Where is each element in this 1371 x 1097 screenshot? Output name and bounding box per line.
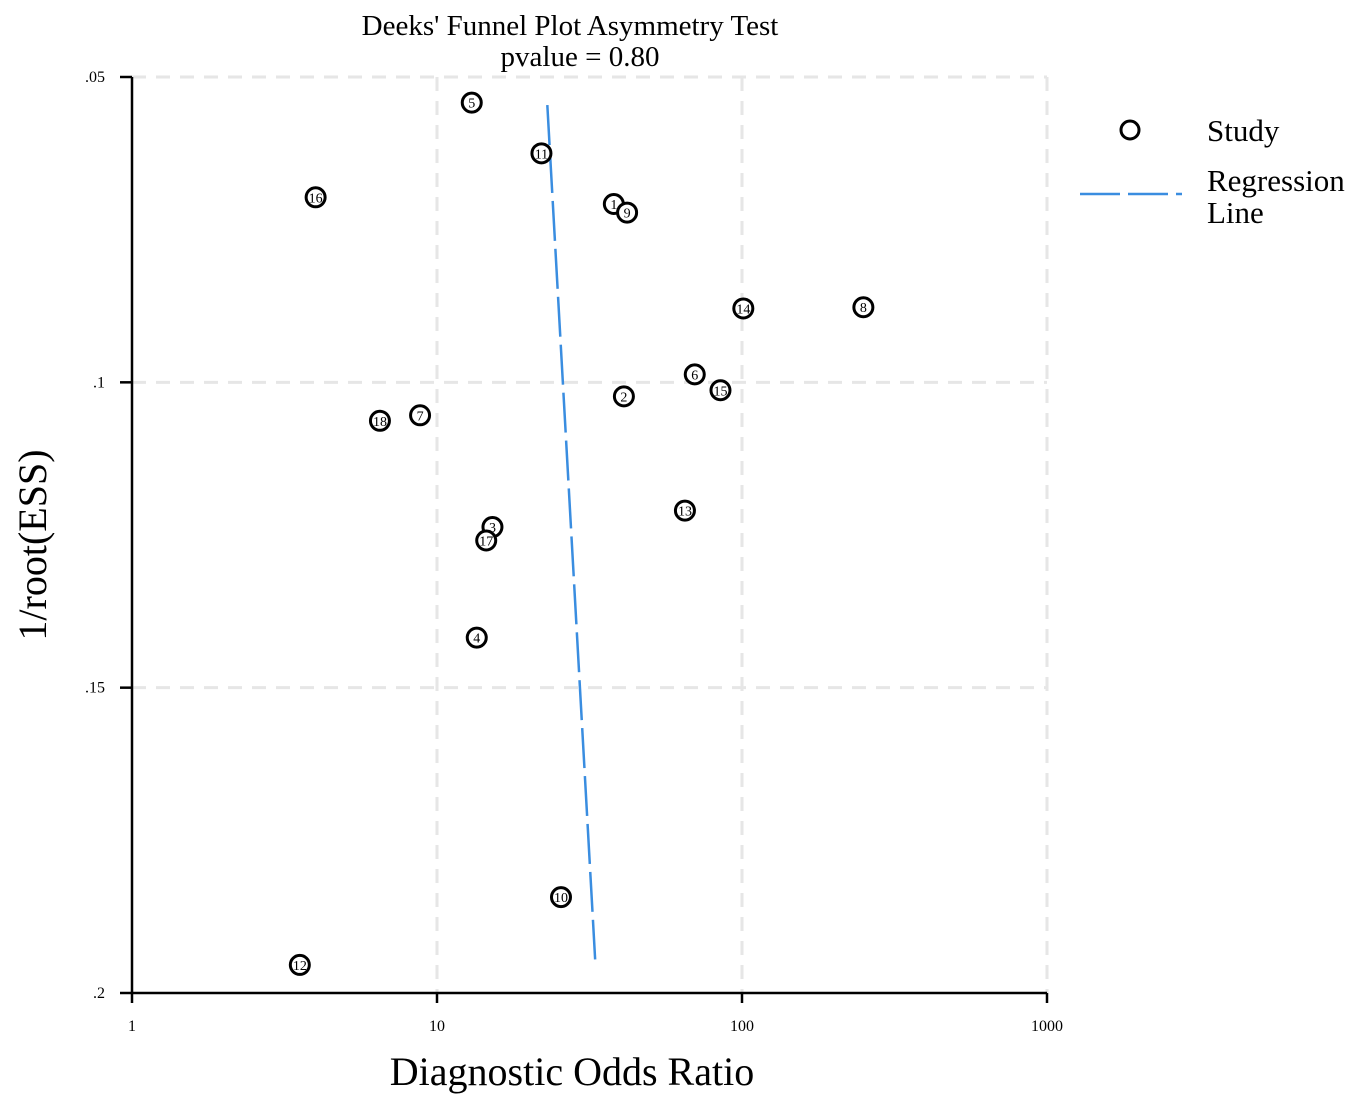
study-point-marker bbox=[409, 404, 432, 427]
study-point-marker bbox=[368, 409, 391, 432]
x-tick-label: 1000 bbox=[1031, 1018, 1063, 1035]
study-point-marker bbox=[288, 953, 311, 976]
study-point-marker bbox=[732, 297, 755, 320]
x-tick-label: 100 bbox=[730, 1018, 754, 1035]
study-point-marker bbox=[852, 296, 875, 319]
study-point-marker bbox=[549, 886, 572, 909]
circle-marker-icon bbox=[1119, 119, 1141, 141]
chart-subtitle: pvalue = 0.80 bbox=[501, 41, 660, 73]
study-point-label: 14 bbox=[736, 302, 750, 317]
y-tick-label: .1 bbox=[93, 374, 105, 391]
study-point-label: 12 bbox=[293, 959, 307, 974]
study-point-label: 15 bbox=[713, 384, 727, 399]
grid-lines bbox=[132, 75, 1049, 993]
study-point-label: 3 bbox=[489, 521, 496, 536]
study-point-label: 1 bbox=[610, 198, 617, 213]
y-tick-label: .15 bbox=[85, 680, 105, 697]
study-point-marker bbox=[530, 142, 553, 165]
study-point-label: 17 bbox=[479, 534, 493, 549]
study-point-marker bbox=[304, 186, 327, 209]
study-point-marker bbox=[465, 626, 488, 649]
y-axis-label: 1/root(ESS) bbox=[10, 449, 55, 640]
study-point-marker bbox=[683, 363, 706, 386]
x-axis-ticks: 1 10 100 1000 bbox=[128, 993, 1063, 1035]
legend-study-label: Study bbox=[1207, 113, 1280, 148]
legend: Study Regression Line bbox=[1080, 113, 1353, 230]
study-point-label: 18 bbox=[373, 415, 387, 430]
study-point-label: 2 bbox=[620, 390, 627, 405]
study-point-marker bbox=[616, 201, 639, 224]
axes bbox=[130, 77, 1047, 995]
study-point-label: 7 bbox=[417, 409, 424, 424]
study-point-marker bbox=[709, 379, 732, 402]
study-point-label: 16 bbox=[309, 191, 323, 206]
study-point-label: 10 bbox=[554, 891, 568, 906]
study-point-label: 9 bbox=[624, 207, 631, 222]
study-point-marker bbox=[460, 91, 483, 114]
x-tick-label: 1 bbox=[128, 1018, 136, 1035]
study-point-label: 8 bbox=[860, 301, 867, 316]
study-point-label: 4 bbox=[473, 632, 480, 647]
study-point-marker bbox=[475, 529, 498, 552]
x-tick-label: 10 bbox=[429, 1018, 445, 1035]
regression-line-group bbox=[546, 105, 597, 960]
study-point-label: 13 bbox=[678, 505, 692, 520]
study-point-label: 11 bbox=[535, 147, 548, 162]
study-point-label: 6 bbox=[691, 368, 698, 383]
study-point-marker bbox=[612, 385, 635, 408]
study-point-marker bbox=[673, 499, 696, 522]
y-tick-label: .05 bbox=[85, 69, 105, 86]
y-axis-ticks: .05 .1 .15 .2 bbox=[85, 69, 132, 1002]
legend-regression-line1: Regression bbox=[1207, 163, 1345, 198]
regression-line bbox=[546, 105, 597, 960]
legend-regression-label: Regression Line bbox=[1207, 163, 1353, 230]
legend-regression-line2: Line bbox=[1207, 195, 1264, 230]
y-tick-label: .2 bbox=[93, 985, 105, 1002]
chart-title: Deeks' Funnel Plot Asymmetry Test bbox=[362, 10, 779, 42]
x-axis-label: Diagnostic Odds Ratio bbox=[390, 1049, 754, 1094]
study-point-label: 5 bbox=[468, 97, 475, 112]
